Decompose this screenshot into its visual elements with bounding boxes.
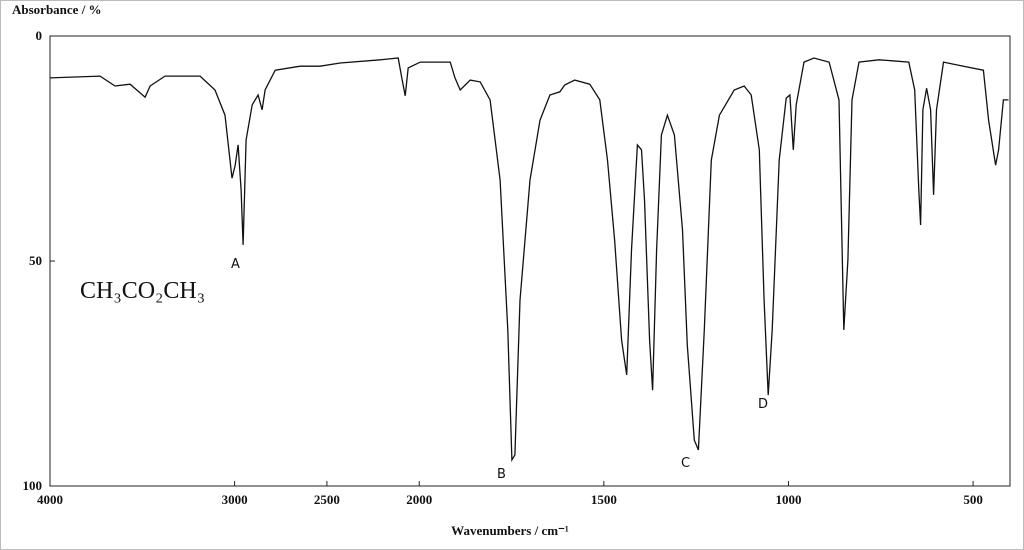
x-axis-label: Wavenumbers / cm⁻¹ [451, 523, 569, 538]
y-tick-label: 0 [36, 28, 43, 43]
x-tick-label: 1000 [775, 492, 801, 507]
x-tick-label: 2500 [314, 492, 340, 507]
peak-annotation: B [497, 467, 506, 482]
x-tick-label: 3000 [222, 492, 248, 507]
x-tick-label: 2000 [406, 492, 432, 507]
peak-annotation: C [681, 456, 690, 471]
formula: CH₃CO₂CH₃ [80, 278, 205, 304]
y-axis-label: Absorbance / % [12, 2, 102, 17]
peak-annotation: D [758, 397, 768, 412]
y-tick-label: 100 [23, 478, 43, 493]
x-tick-label: 500 [963, 492, 983, 507]
x-tick-label: 4000 [37, 492, 63, 507]
x-tick-label: 1500 [591, 492, 617, 507]
y-tick-label: 50 [29, 253, 42, 268]
peak-annotation: A [231, 257, 240, 272]
spectrum-line [49, 57, 1009, 463]
